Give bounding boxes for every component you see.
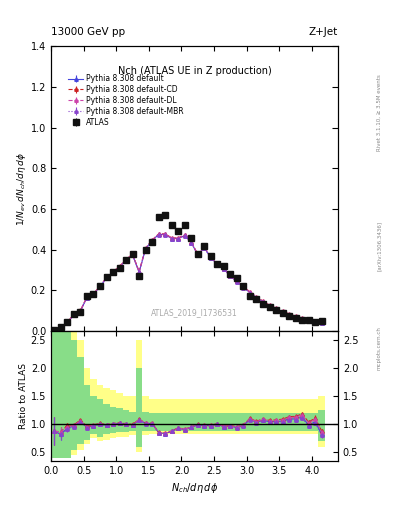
Text: Rivet 3.1.10, ≥ 3.5M events: Rivet 3.1.10, ≥ 3.5M events	[377, 74, 382, 151]
Text: Nch (ATLAS UE in Z production): Nch (ATLAS UE in Z production)	[118, 66, 272, 76]
Y-axis label: $1/N_{ev}\,dN_{ch}/d\eta\,d\phi$: $1/N_{ev}\,dN_{ch}/d\eta\,d\phi$	[15, 152, 28, 226]
Y-axis label: Ratio to ATLAS: Ratio to ATLAS	[19, 363, 28, 429]
Text: [arXiv:1306.3436]: [arXiv:1306.3436]	[377, 221, 382, 271]
X-axis label: $N_{ch}/d\eta\,d\phi$: $N_{ch}/d\eta\,d\phi$	[171, 481, 218, 495]
Text: 13000 GeV pp: 13000 GeV pp	[51, 27, 125, 37]
Text: ATLAS_2019_I1736531: ATLAS_2019_I1736531	[151, 308, 238, 317]
Legend: Pythia 8.308 default, Pythia 8.308 default-CD, Pythia 8.308 default-DL, Pythia 8: Pythia 8.308 default, Pythia 8.308 defau…	[66, 73, 185, 129]
Text: Z+Jet: Z+Jet	[309, 27, 338, 37]
Text: mcplots.cern.ch: mcplots.cern.ch	[377, 326, 382, 370]
